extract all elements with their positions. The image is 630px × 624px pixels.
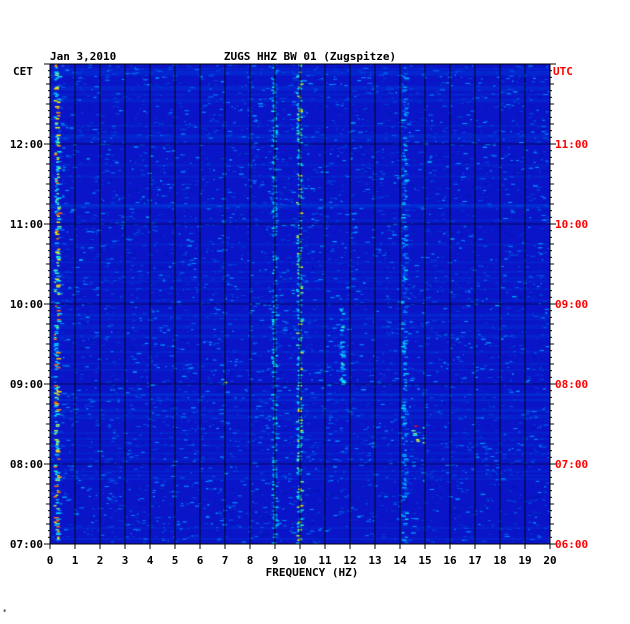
cet-tick-label: 12:00 [10, 138, 43, 151]
x-tick-label: 8 [247, 554, 254, 567]
x-tick-label: 12 [343, 554, 356, 567]
cet-tick-label: 09:00 [10, 378, 43, 391]
utc-tick-label: 11:00 [555, 138, 588, 151]
x-tick-label: 13 [368, 554, 381, 567]
cet-tick-label: 08:00 [10, 458, 43, 471]
x-tick-label: 5 [172, 554, 179, 567]
axes: 0 1 2 3 4 5 6 7 8 9 10 11 12 13 14 15 16 17 18 19 2007:0008:… [10, 63, 588, 567]
x-tick-label: 15 [418, 554, 431, 567]
x-tick-label: 18 [493, 554, 506, 567]
x-tick-label: 1 [72, 554, 79, 567]
x-tick-label: 10 [293, 554, 306, 567]
x-tick-label: 16 [443, 554, 457, 567]
x-tick-label: 11 [318, 554, 332, 567]
utc-axis-label: UTC [553, 65, 573, 78]
x-tick-label: 14 [393, 554, 407, 567]
x-tick-label: 3 [122, 554, 129, 567]
x-tick-label: 2 [97, 554, 104, 567]
x-tick-label: 17 [468, 554, 481, 567]
x-tick-label: 9 [272, 554, 279, 567]
chart-title: ZUGS HHZ BW 01 (Zugspitze) [224, 50, 396, 63]
utc-tick-label: 07:00 [555, 458, 588, 471]
cet-tick-label: 11:00 [10, 218, 43, 231]
x-tick-label: 20 [543, 554, 556, 567]
utc-tick-label: 06:00 [555, 538, 588, 551]
x-tick-label: 7 [222, 554, 229, 567]
x-tick-label: 6 [197, 554, 204, 567]
corner-mark-icon: * [3, 608, 7, 616]
utc-tick-label: 10:00 [555, 218, 588, 231]
utc-tick-label: 09:00 [555, 298, 588, 311]
chart-date: Jan 3,2010 [50, 50, 116, 63]
x-tick-label: 0 [47, 554, 54, 567]
x-tick-label: 4 [147, 554, 154, 567]
cet-tick-label: 10:00 [10, 298, 43, 311]
grid-lines [49, 64, 551, 545]
cet-tick-label: 07:00 [10, 538, 43, 551]
x-axis-label: FREQUENCY (HZ) [266, 566, 359, 579]
cet-axis-label: CET [13, 65, 33, 78]
x-tick-label: 19 [518, 554, 531, 567]
utc-tick-label: 08:00 [555, 378, 588, 391]
